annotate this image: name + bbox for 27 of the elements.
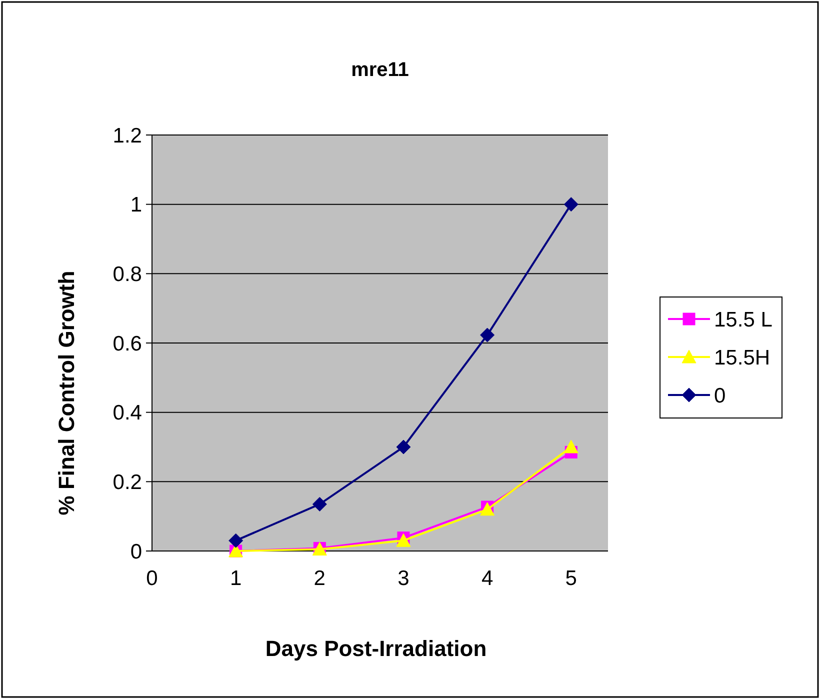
legend-label: 0: [714, 384, 726, 408]
y-axis-title: % Final Control Growth: [54, 270, 79, 516]
x-tick-label: 1: [230, 567, 242, 590]
point: [396, 440, 411, 454]
point: [396, 533, 411, 547]
point: [228, 533, 244, 548]
x-tick-label: 0: [146, 567, 158, 590]
point: [564, 440, 578, 454]
legend-label: 15.5H: [714, 346, 770, 370]
legend-label: 15.5 L: [714, 308, 772, 332]
x-axis-title: Days Post-Irradiation: [265, 636, 487, 661]
y-tick-label: 0.2: [112, 471, 142, 494]
chart-title: mre11: [351, 59, 409, 81]
y-tick-label: 0.4: [112, 402, 142, 425]
x-tick-label: 4: [481, 567, 494, 590]
x-tick-label: 3: [398, 567, 410, 590]
x-tick-label: 2: [314, 567, 326, 590]
y-tick-label: 0.8: [112, 263, 142, 286]
point: [312, 496, 327, 512]
y-tick-label: 1: [130, 194, 142, 217]
y-tick-label: 0: [130, 540, 142, 564]
y-tick-label: 1.2: [112, 124, 142, 148]
point: [480, 502, 495, 516]
x-tick-label: 5: [565, 567, 577, 590]
y-tick-label: 0.6: [112, 332, 142, 356]
point: [480, 328, 495, 342]
point: [564, 197, 578, 212]
